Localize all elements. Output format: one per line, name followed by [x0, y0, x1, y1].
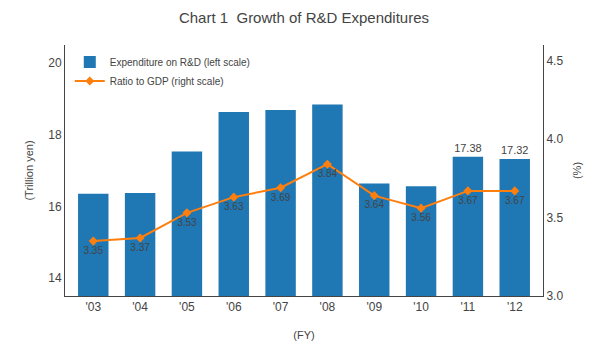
svg-text:4.0: 4.0	[546, 132, 563, 146]
svg-text:3.64: 3.64	[365, 199, 385, 210]
svg-text:Chart 1 Growth of R&D Expendi: Chart 1 Growth of R&D Expenditures	[179, 9, 429, 26]
svg-text:3.84: 3.84	[318, 168, 338, 179]
svg-text:(Trillion yen): (Trillion yen)	[23, 140, 35, 200]
svg-text:3.67: 3.67	[458, 195, 478, 206]
svg-text:'06: '06	[226, 300, 242, 314]
svg-text:3.53: 3.53	[177, 217, 197, 228]
svg-text:'11: '11	[461, 300, 476, 314]
svg-text:3.37: 3.37	[130, 242, 150, 253]
svg-text:'04: '04	[132, 300, 148, 314]
svg-text:16: 16	[48, 200, 62, 214]
svg-text:3.63: 3.63	[224, 201, 244, 212]
svg-text:20: 20	[48, 56, 62, 70]
svg-text:(FY): (FY)	[293, 329, 314, 341]
svg-text:3.69: 3.69	[271, 192, 291, 203]
svg-text:3.5: 3.5	[546, 211, 563, 225]
svg-text:14: 14	[48, 271, 62, 285]
svg-text:Ratio to GDP (right scale): Ratio to GDP (right scale)	[110, 76, 224, 87]
svg-text:'12: '12	[507, 300, 523, 314]
svg-text:'05: '05	[179, 300, 195, 314]
svg-text:3.56: 3.56	[411, 212, 431, 223]
svg-text:17.38: 17.38	[454, 142, 482, 154]
svg-text:'07: '07	[273, 300, 289, 314]
svg-text:3.0: 3.0	[546, 289, 563, 303]
svg-text:3.67: 3.67	[505, 195, 525, 206]
svg-text:3.35: 3.35	[84, 245, 104, 256]
svg-text:'09: '09	[366, 300, 382, 314]
svg-text:(%): (%)	[571, 162, 583, 179]
svg-text:'08: '08	[320, 300, 336, 314]
svg-text:4.5: 4.5	[546, 54, 563, 68]
svg-text:17.32: 17.32	[501, 144, 529, 156]
svg-text:'10: '10	[413, 300, 429, 314]
svg-text:18: 18	[48, 128, 62, 142]
svg-text:Expenditure on R&D (left scale: Expenditure on R&D (left scale)	[110, 57, 250, 68]
svg-text:'03: '03	[85, 300, 101, 314]
